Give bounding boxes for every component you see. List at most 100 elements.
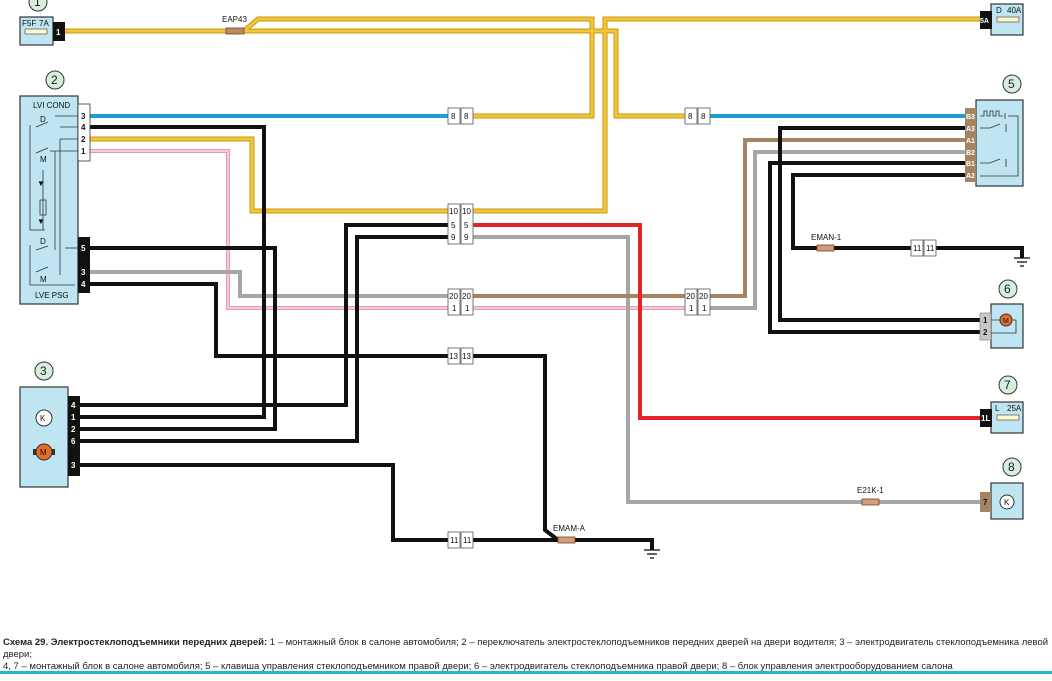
connector-pin: 20	[462, 292, 471, 301]
connector-pin: 20	[686, 292, 695, 301]
fuse-rating: 25A	[1007, 404, 1022, 413]
pin-label: B3	[966, 114, 975, 121]
switch-label: D	[40, 237, 46, 246]
component-6-right-motor: 6 M 1 2	[979, 279, 1024, 349]
caption-line-1: 1 – монтажный блок в салоне автомобиля; …	[3, 637, 1049, 660]
connector-pin: 10	[462, 207, 471, 216]
pin-label: 3	[71, 461, 76, 470]
splice-eap43: EAP43	[222, 15, 247, 35]
connector-pin: 5	[464, 221, 469, 230]
pin-label: 2	[71, 425, 76, 434]
component-8-body-control-unit: 8 K 7	[980, 457, 1024, 520]
pin-label: 4	[81, 123, 86, 132]
connector-pin: 20	[699, 292, 708, 301]
connector-pin: 11	[463, 536, 472, 545]
connector-11a: 11 11	[447, 531, 474, 549]
yellow-wires	[65, 16, 980, 214]
red-wire	[473, 223, 980, 420]
ground-icon	[644, 549, 660, 559]
fuse-label: F5F	[22, 19, 36, 28]
splice-label: EAP43	[222, 15, 247, 24]
fuse-rating: 7A	[39, 19, 49, 28]
connector-pin: 10	[449, 207, 458, 216]
sensor-k-icon	[999, 494, 1015, 510]
pin-label: A2	[966, 173, 975, 180]
fuse-icon	[996, 16, 1020, 23]
connector-11b: 11 11	[910, 239, 937, 257]
pin-label: 2	[983, 328, 988, 337]
switch-label: D	[40, 115, 46, 124]
pin-label: B2	[966, 150, 975, 157]
switch-label: M	[40, 275, 47, 284]
fuse-icon	[996, 414, 1020, 421]
ground-icon	[1014, 257, 1030, 267]
connector-pin: 13	[462, 352, 471, 361]
grey-wires	[90, 150, 980, 504]
brown-wire	[473, 138, 965, 298]
pin-label: 6	[71, 437, 76, 446]
pin-label: 1	[56, 28, 61, 37]
connector-8a: 8 8	[447, 107, 474, 125]
component-5-right-window-key: 5 B3 A3 A1 B2 B1 A2	[965, 74, 1024, 187]
pink-wire-inner	[90, 150, 685, 309]
splice-label: EMAM-A	[553, 524, 586, 533]
component-2-window-switch: 2 LVI COND LVE PSG D M D M ▼ ▼ 3 4 2 1 5…	[19, 70, 91, 305]
fuse-rating: 40A	[1007, 6, 1022, 15]
pin-label: 2	[81, 135, 86, 144]
component-4-fuse-block: D 40A 5A	[980, 3, 1024, 36]
motor-label: M	[40, 448, 47, 457]
component-3-left-motor: 3 K M 4 1 2 6 3	[19, 361, 80, 488]
connector-8b: 8 8	[684, 107, 711, 125]
component-number: 6	[1004, 282, 1011, 296]
connector-20-1b: 20 20 1 1	[684, 288, 711, 316]
connector-pin: 20	[449, 292, 458, 301]
sensor-label: K	[1004, 498, 1010, 507]
pin-label: 4	[81, 280, 86, 289]
switch-bottom-label: LVE PSG	[35, 291, 69, 300]
component-number: 5	[1008, 77, 1015, 91]
pin-label: 5	[81, 244, 86, 253]
pin-label: A3	[966, 126, 975, 133]
pin-label: 4	[71, 401, 76, 410]
pin-label: B1	[966, 161, 975, 168]
connector-13: 13 13	[447, 347, 474, 365]
pin-label: 5A	[980, 18, 989, 25]
splice-eman1: EMAN-1	[811, 233, 842, 252]
splice-emama: EMAM-A	[553, 524, 586, 544]
fuse-icon	[24, 28, 48, 35]
sensor-label: K	[40, 414, 46, 423]
splice-label: EMAN-1	[811, 233, 842, 242]
pin-label: 1	[71, 413, 76, 422]
connector-pin: 8	[451, 112, 456, 121]
component-number: 2	[51, 73, 58, 87]
diode-icon: ▼	[37, 179, 45, 188]
motor-icon	[999, 313, 1013, 327]
switch-label: M	[40, 155, 47, 164]
connector-pin: 9	[464, 233, 469, 242]
connector-pin: 1	[452, 304, 457, 313]
pin-label: 1	[983, 316, 988, 325]
connector-pin: 5	[451, 221, 456, 230]
motor-icon	[35, 443, 53, 461]
connector-20-1a: 20 20 1 1	[447, 288, 474, 316]
black-wires	[80, 125, 1024, 550]
connector-pin: 1	[702, 304, 707, 313]
splice-e21k1: E21K-1	[857, 486, 884, 506]
pin-label: 7	[983, 498, 988, 507]
bottom-rule	[0, 671, 1052, 674]
fuse-label: D	[996, 6, 1002, 15]
diode-icon: ▼	[37, 217, 45, 226]
pin-label: 1L	[981, 414, 990, 423]
switch-contacts-icon	[980, 110, 1019, 177]
connector-pin: 8	[688, 112, 693, 121]
component-1-fuse-block: 1 F5F 7A 1	[19, 0, 65, 46]
connector-pin: 9	[451, 233, 456, 242]
connector-pin: 11	[926, 244, 935, 253]
caption-line-2: 4, 7 – монтажный блок в салоне автомобил…	[3, 661, 953, 672]
component-number: 3	[40, 364, 47, 378]
connector-pin: 8	[464, 112, 469, 121]
motor-label: M	[1003, 318, 1009, 325]
component-7-fuse-block: 7 L 25A 1L	[980, 375, 1024, 434]
